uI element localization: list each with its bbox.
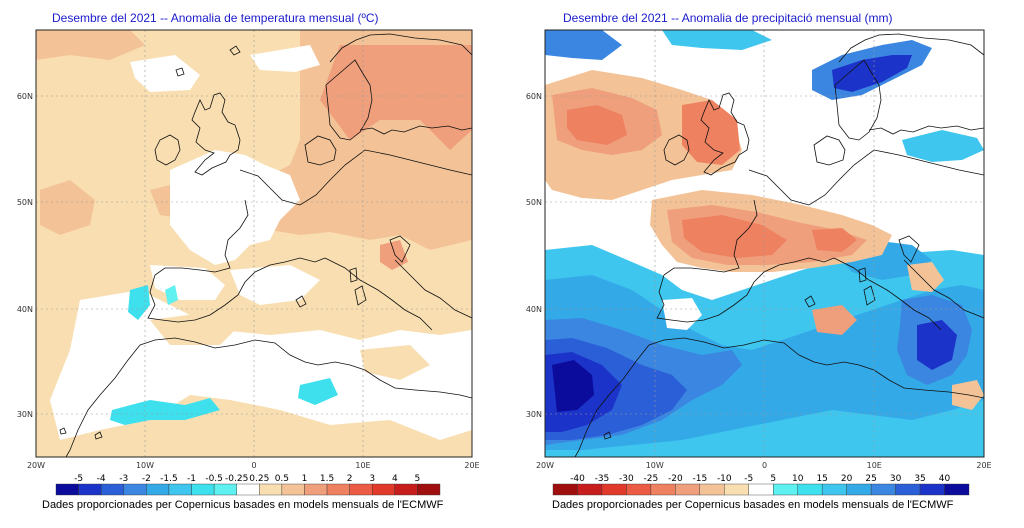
colorbar-label: 40: [939, 474, 951, 484]
colorbar-label: -15: [692, 474, 707, 484]
colorbar-swatch: [259, 483, 283, 496]
colorbar-label: 4: [392, 474, 398, 484]
colorbar-swatch: [304, 483, 328, 496]
lat-label: 50N: [526, 198, 542, 207]
lat-label: 40N: [17, 305, 33, 314]
precipitation-anomaly-panel: Desembre del 2021 -- Anomalia de precipi…: [512, 0, 1024, 528]
colorbar-label: -2: [142, 474, 151, 484]
colorbar-label: -5: [74, 474, 83, 484]
colorbar-label: -35: [595, 474, 610, 484]
map-title: Desembre del 2021 -- Anomalia de precipi…: [563, 11, 893, 25]
lon-label: 20W: [27, 461, 45, 470]
colorbar-label: 25: [865, 474, 876, 484]
colorbar-label: -25: [644, 474, 659, 484]
lat-label: 60N: [526, 92, 542, 101]
colorbar-label: -10: [717, 474, 732, 484]
colorbar-swatch: [919, 483, 945, 496]
data-credit: Dades proporcionades per Copernicus basa…: [42, 499, 444, 511]
colorbar-swatch: [168, 483, 192, 496]
colorbar-label: 30: [890, 474, 902, 484]
colorbar-swatch: [944, 483, 970, 496]
colorbar-swatch: [626, 483, 652, 496]
colorbar-label: -3: [119, 474, 128, 484]
colorbar-swatch: [349, 483, 373, 496]
colorbar-label: -5: [744, 474, 753, 484]
map-title: Desembre del 2021 -- Anomalia de tempera…: [52, 11, 379, 25]
colorbar-label: -1: [187, 474, 196, 484]
colorbar-label: 0.25: [249, 474, 269, 484]
lat-label: 60N: [17, 92, 33, 101]
colorbar-swatch: [895, 483, 921, 496]
lon-label: 20E: [976, 461, 991, 470]
colorbar-swatch: [372, 483, 396, 496]
colorbar-swatch: [675, 483, 701, 496]
lat-label: 40N: [526, 305, 542, 314]
colorbar-label: 10: [792, 474, 804, 484]
colorbar-swatch: [748, 483, 774, 496]
lon-label: 0: [762, 461, 767, 470]
colorbar-label: -1.5: [160, 474, 178, 484]
colorbar-swatch: [417, 483, 441, 496]
lat-label: 30N: [17, 410, 33, 419]
lon-label: 20W: [536, 461, 554, 470]
colorbar-swatch: [78, 483, 102, 496]
colorbar-swatch: [577, 483, 603, 496]
lon-label: 10W: [136, 461, 154, 470]
colorbar-swatch: [394, 483, 418, 496]
lat-label: 30N: [526, 410, 542, 419]
lon-label: 0: [251, 461, 256, 470]
colorbar-swatch: [146, 483, 170, 496]
colorbar-label: 2: [347, 474, 353, 484]
lat-label: 50N: [17, 198, 33, 207]
lon-label: 10W: [646, 461, 664, 470]
colorbar-swatch: [699, 483, 725, 496]
colorbar-swatch: [797, 483, 823, 496]
colorbar-label: 1.5: [320, 474, 334, 484]
colorbar-swatch: [846, 483, 872, 496]
colorbar-swatch: [773, 483, 798, 496]
lon-label: 20E: [464, 461, 479, 470]
colorbar-label: -20: [668, 474, 683, 484]
colorbar-swatch: [123, 483, 147, 496]
colorbar-label: 3: [369, 474, 375, 484]
colorbar-swatch: [100, 483, 124, 496]
lon-label: 10E: [867, 461, 882, 470]
colorbar-label: 1: [302, 474, 308, 484]
colorbar-swatch: [55, 483, 79, 496]
colorbar-label: -0.25: [225, 474, 248, 484]
colorbar-swatch: [552, 483, 578, 496]
colorbar-swatch: [601, 483, 627, 496]
lon-label: 10E: [355, 461, 370, 470]
colorbar-label: -40: [570, 474, 585, 484]
colorbar-label: 20: [841, 474, 853, 484]
colorbar-swatch: [650, 483, 676, 496]
colorbar-swatch: [213, 483, 237, 496]
colorbar-label: -4: [97, 474, 106, 484]
colorbar-label: -0.5: [205, 474, 223, 484]
colorbar-label: 0.5: [275, 474, 289, 484]
colorbar-swatch: [870, 483, 896, 496]
colorbar-label: 5: [415, 474, 421, 484]
colorbar-label: 35: [914, 474, 925, 484]
colorbar-swatch: [191, 483, 215, 496]
colorbar-swatch: [326, 483, 350, 496]
colorbar-swatch: [821, 483, 847, 496]
colorbar-swatch: [724, 483, 749, 496]
colorbar-swatch: [236, 483, 260, 496]
colorbar-label: 5: [770, 474, 776, 484]
data-credit: Dades proporcionades per Copernicus basa…: [552, 499, 954, 511]
temperature-anomaly-panel: Desembre del 2021 -- Anomalia de tempera…: [17, 11, 480, 511]
colorbar-swatch: [281, 483, 305, 496]
colorbar-label: -30: [619, 474, 634, 484]
colorbar-label: 15: [816, 474, 827, 484]
